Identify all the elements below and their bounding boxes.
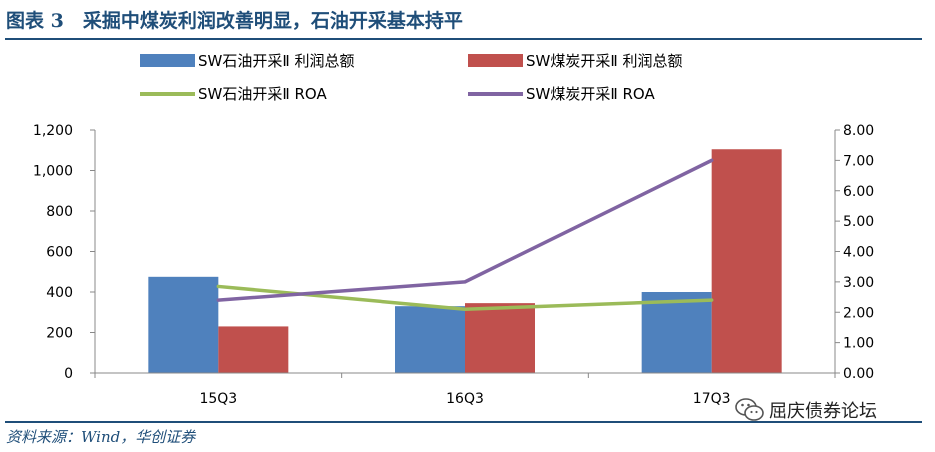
line-series [216,158,714,311]
series-line [216,158,714,302]
legend-label: SW煤炭开采Ⅱ 利润总额 [526,52,683,70]
bar [641,292,712,373]
right-tick-label: 0.00 [843,366,874,382]
watermark: 屈庆债券论坛 [735,396,877,424]
left-tick-label: 1,200 [33,123,73,139]
legend-label: SW石油开采Ⅱ ROA [198,85,327,103]
legend-label: SW煤炭开采Ⅱ ROA [526,85,655,103]
bar [148,276,219,373]
legend-label: SW石油开采Ⅱ 利润总额 [198,52,355,70]
right-tick-label: 7.00 [843,153,874,169]
bar [711,149,782,373]
right-tick-label: 2.00 [843,305,874,321]
top-rule [5,38,922,40]
left-tick-label: 400 [46,285,73,301]
x-tick-label: 16Q3 [446,391,484,407]
x-axis: 15Q3 16Q3 17Q3 [94,372,836,407]
source-note: 资料来源：Wind，华创证券 [6,428,196,446]
bar [465,303,535,373]
watermark-text: 屈庆债券论坛 [769,401,877,422]
right-tick-label: 6.00 [843,184,874,200]
right-tick-label: 3.00 [843,275,874,291]
chart-legend: SW石油开采Ⅱ 利润总额 SW煤炭开采Ⅱ 利润总额 SW石油开采Ⅱ ROA SW煤炭开… [140,52,683,103]
left-tick-label: 0 [64,366,73,382]
wechat-icon [735,398,764,421]
right-tick-label: 1.00 [843,336,874,352]
left-y-axis: 0 200 400 600 800 1,000 1,200 [33,123,96,382]
figure-title: 图表 3 采掘中煤炭利润改善明显，石油开采基本持平 [6,10,463,32]
legend-swatch [140,54,195,67]
left-tick-label: 600 [46,245,73,261]
bottom-rule [5,421,922,423]
left-tick-label: 800 [46,204,73,220]
right-tick-label: 5.00 [843,214,874,230]
x-tick-label: 17Q3 [693,391,731,407]
right-tick-label: 4.00 [843,245,874,261]
bar-series [148,149,782,373]
right-y-axis: 0.00 1.00 2.00 3.00 4.00 5.00 6.00 7.00 8.00 [834,123,874,382]
bar [218,326,289,373]
x-tick-label: 15Q3 [199,391,237,407]
left-tick-label: 1,000 [33,164,73,180]
right-tick-label: 8.00 [843,123,874,139]
bar [395,306,465,373]
chart: SW石油开采Ⅱ 利润总额 SW煤炭开采Ⅱ 利润总额 SW石油开采Ⅱ ROA SW煤炭开… [33,52,874,407]
left-tick-label: 200 [46,326,73,342]
legend-swatch [468,54,523,67]
figure-header: 图表 3 采掘中煤炭利润改善明显，石油开采基本持平 [0,0,935,40]
